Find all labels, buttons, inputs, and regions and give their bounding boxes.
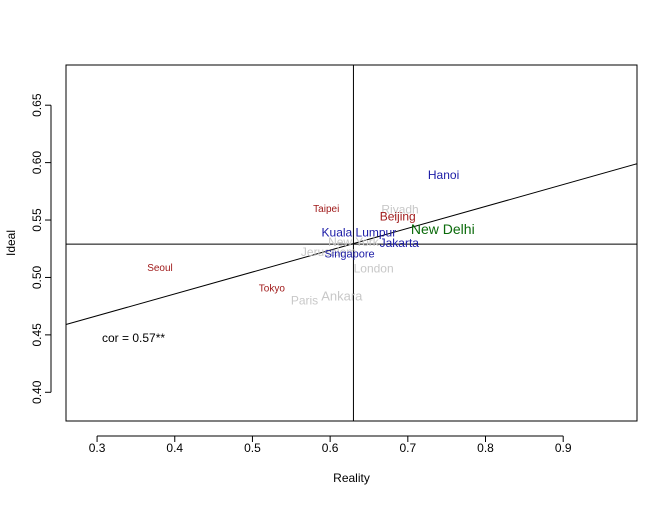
x-tick-label: 0.6 — [322, 441, 339, 455]
x-tick-label: 0.5 — [244, 441, 261, 455]
y-tick-label: 0.40 — [30, 380, 44, 404]
y-tick-label: 0.65 — [30, 93, 44, 117]
city-point-label: Kuala Lumpur — [322, 226, 397, 240]
axes: 0.3 0.4 0.5 0.6 0.7 0.8 0.9 0.40 0.45 0.50 0.55 0.6… — [30, 64, 638, 455]
correlation-annotation: cor = 0.57** — [102, 331, 165, 345]
plot-frame — [65, 64, 638, 422]
city-point-label: Jakarta — [380, 236, 420, 250]
y-tick-label: 0.50 — [30, 265, 44, 289]
x-axis-label: Reality — [333, 471, 370, 485]
x-tick-label: 0.9 — [555, 441, 572, 455]
city-point-label: New York — [328, 235, 380, 249]
y-tick-label: 0.60 — [30, 151, 44, 175]
y-tick-label: 0.45 — [30, 323, 44, 347]
regression-line — [65, 163, 638, 326]
city-point-label: Seoul — [147, 263, 173, 274]
y-axis-label: Ideal — [4, 230, 18, 256]
city-point-label: Ankara — [321, 288, 363, 303]
y-tick-label: 0.55 — [30, 208, 44, 232]
city-point-label: Hanoi — [428, 168, 459, 182]
city-point-label: Taipei — [313, 204, 339, 215]
city-point-label: Tokyo — [259, 283, 286, 294]
city-point-label: New Delhi — [411, 221, 475, 237]
chart-labels: cor = 0.57** Reality Ideal — [4, 230, 370, 485]
x-tick-label: 0.4 — [166, 441, 183, 455]
city-point-label: Paris — [291, 293, 318, 307]
city-point-label: Singapore — [324, 248, 374, 260]
x-tick-label: 0.8 — [477, 441, 494, 455]
x-tick-label: 0.7 — [399, 441, 416, 455]
city-point-label: London — [354, 261, 394, 275]
x-tick-label: 0.3 — [89, 441, 106, 455]
city-point-label: Beijing — [380, 210, 416, 224]
city-point-label: Jerusalem — [301, 245, 356, 259]
city-point-label: Riyadh — [381, 203, 418, 217]
